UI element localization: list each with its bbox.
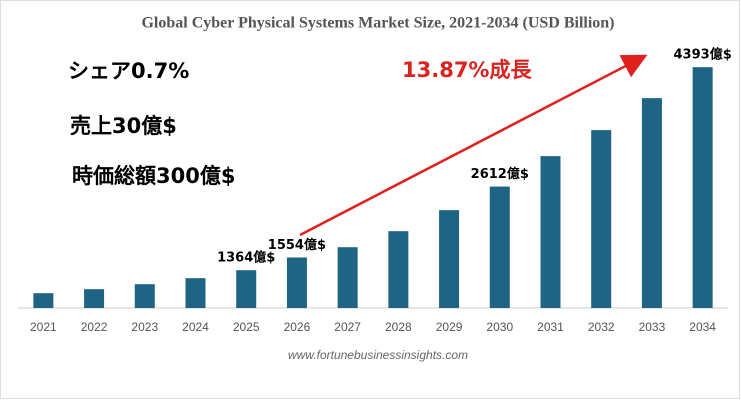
x-tick-label: 2023 xyxy=(131,320,158,334)
growth-arrow xyxy=(299,54,648,237)
x-tick-label: 2032 xyxy=(588,320,615,334)
bar xyxy=(134,284,155,308)
value-label: 1554億$ xyxy=(268,237,326,253)
bar xyxy=(641,98,662,308)
x-tick-label: 2027 xyxy=(334,320,361,334)
source: www.fortunebusinessinsights.com xyxy=(288,348,468,362)
annotation: 売上30億$ xyxy=(70,114,177,138)
value-label: 2612億$ xyxy=(471,166,529,182)
value-label: 4393億$ xyxy=(674,47,732,63)
annotation: シェア0.7% xyxy=(68,59,189,83)
x-tick-label: 2033 xyxy=(639,320,666,334)
bar xyxy=(692,67,713,308)
x-tick-label: 2031 xyxy=(537,320,564,334)
bar xyxy=(337,247,358,308)
bar xyxy=(388,231,409,308)
bar xyxy=(236,270,257,308)
bar xyxy=(591,130,612,308)
x-tick-label: 2021 xyxy=(30,320,57,334)
bar xyxy=(185,278,206,308)
value-label: 1364億$ xyxy=(217,250,275,266)
chart-title: Global Cyber Physical Systems Market Siz… xyxy=(141,15,614,32)
x-tick-label: 2029 xyxy=(436,320,463,334)
x-tick-label: 2022 xyxy=(81,320,108,334)
bar xyxy=(84,289,105,308)
annotation: 13.87%成長 xyxy=(402,58,532,82)
bar xyxy=(489,186,510,308)
bar xyxy=(540,156,561,308)
bar xyxy=(286,257,307,308)
bar xyxy=(33,293,54,308)
x-tick-label: 2030 xyxy=(486,320,513,334)
x-tick-label: 2028 xyxy=(385,320,412,334)
x-tick-label: 2024 xyxy=(182,320,209,334)
x-tick-label: 2025 xyxy=(233,320,260,334)
x-tick-label: 2026 xyxy=(284,320,311,334)
annotation: 時価総額300億$ xyxy=(72,164,235,188)
bar xyxy=(439,210,460,308)
x-tick-label: 2034 xyxy=(689,320,716,334)
